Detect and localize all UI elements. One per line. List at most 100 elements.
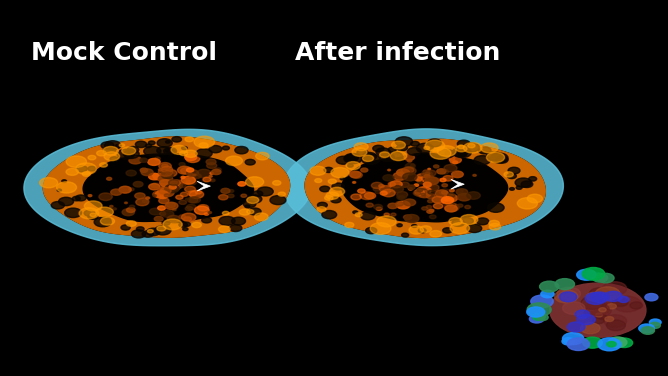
Circle shape	[248, 208, 261, 215]
Circle shape	[430, 147, 451, 159]
Circle shape	[587, 293, 602, 301]
Circle shape	[75, 195, 86, 201]
Circle shape	[90, 213, 96, 217]
Circle shape	[159, 187, 171, 194]
Circle shape	[404, 155, 414, 160]
Circle shape	[362, 152, 377, 161]
Circle shape	[414, 184, 419, 186]
Circle shape	[257, 187, 273, 196]
Circle shape	[126, 208, 135, 212]
Circle shape	[440, 178, 446, 182]
Circle shape	[609, 337, 627, 347]
Circle shape	[121, 225, 130, 230]
Circle shape	[162, 164, 168, 168]
Circle shape	[179, 222, 188, 227]
Circle shape	[352, 148, 367, 156]
Circle shape	[418, 187, 431, 194]
Circle shape	[480, 143, 498, 153]
Circle shape	[384, 191, 389, 194]
Circle shape	[247, 195, 262, 203]
Circle shape	[239, 209, 250, 215]
Circle shape	[218, 226, 230, 232]
Circle shape	[396, 201, 410, 209]
Circle shape	[122, 209, 134, 216]
Circle shape	[243, 200, 256, 208]
Circle shape	[607, 341, 617, 347]
Circle shape	[415, 190, 424, 195]
Circle shape	[393, 172, 407, 180]
Circle shape	[604, 291, 623, 302]
Circle shape	[355, 213, 362, 217]
Circle shape	[332, 183, 345, 190]
Circle shape	[157, 139, 172, 147]
Circle shape	[562, 333, 584, 345]
Polygon shape	[305, 139, 545, 237]
Circle shape	[161, 166, 172, 173]
Circle shape	[146, 197, 150, 199]
Circle shape	[344, 153, 362, 164]
Circle shape	[587, 303, 609, 315]
Circle shape	[473, 174, 476, 176]
Circle shape	[164, 147, 176, 155]
Circle shape	[196, 149, 212, 158]
Circle shape	[160, 189, 164, 191]
Circle shape	[379, 152, 389, 158]
Circle shape	[453, 147, 472, 158]
Circle shape	[397, 145, 407, 151]
Circle shape	[444, 203, 459, 212]
Circle shape	[105, 141, 121, 150]
Circle shape	[349, 171, 361, 177]
Polygon shape	[43, 137, 290, 237]
Circle shape	[185, 206, 193, 211]
Circle shape	[536, 314, 548, 321]
Circle shape	[96, 207, 114, 217]
Circle shape	[353, 182, 356, 183]
Circle shape	[193, 174, 196, 176]
Circle shape	[468, 144, 475, 148]
Circle shape	[375, 191, 381, 194]
Circle shape	[449, 218, 462, 225]
Circle shape	[432, 196, 444, 203]
Circle shape	[209, 176, 212, 177]
Circle shape	[170, 181, 180, 186]
Circle shape	[345, 222, 354, 227]
Circle shape	[401, 233, 409, 237]
Circle shape	[119, 186, 131, 193]
Circle shape	[164, 194, 170, 197]
Circle shape	[595, 302, 608, 310]
Circle shape	[192, 222, 201, 228]
Circle shape	[458, 152, 466, 157]
Circle shape	[340, 177, 345, 180]
Circle shape	[554, 290, 578, 303]
Circle shape	[605, 317, 614, 321]
Circle shape	[418, 178, 428, 184]
Circle shape	[256, 152, 269, 160]
Circle shape	[116, 144, 121, 148]
Circle shape	[550, 283, 646, 337]
Circle shape	[390, 151, 407, 161]
Circle shape	[422, 176, 432, 182]
Circle shape	[593, 273, 608, 282]
Circle shape	[562, 338, 575, 345]
Circle shape	[601, 306, 609, 310]
Circle shape	[246, 210, 254, 214]
Circle shape	[418, 180, 422, 182]
Circle shape	[158, 168, 173, 176]
Circle shape	[142, 199, 149, 203]
Circle shape	[576, 269, 596, 280]
Circle shape	[167, 215, 180, 223]
Circle shape	[169, 150, 176, 153]
Circle shape	[422, 171, 432, 177]
Circle shape	[426, 188, 432, 191]
Circle shape	[188, 197, 198, 203]
Circle shape	[196, 191, 202, 194]
Circle shape	[120, 144, 125, 147]
Circle shape	[148, 141, 155, 145]
Circle shape	[155, 191, 169, 199]
Circle shape	[198, 205, 208, 211]
Circle shape	[157, 226, 166, 231]
Circle shape	[510, 188, 514, 190]
Circle shape	[51, 202, 64, 209]
Circle shape	[172, 136, 182, 142]
Circle shape	[166, 183, 176, 189]
